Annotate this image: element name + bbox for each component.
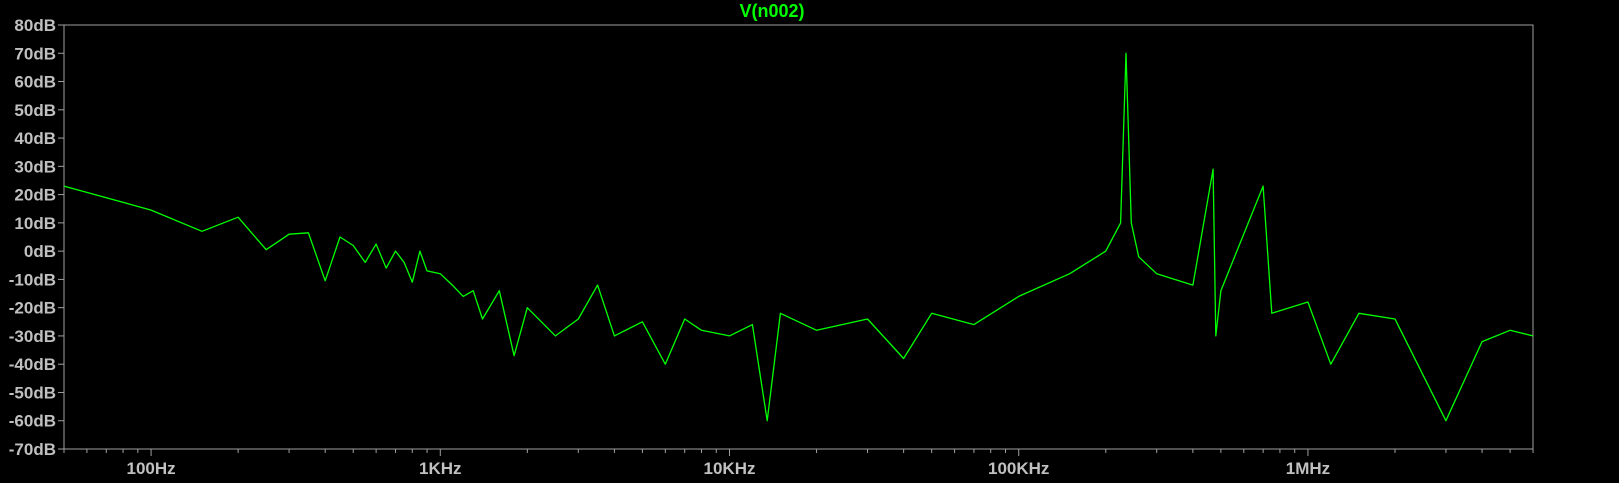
x-axis: 100Hz 1KHz 10KHz 100KHz 1MHz: [63, 449, 1534, 478]
y-tick-label: 70dB: [14, 44, 56, 63]
y-tick-label: -20dB: [9, 299, 56, 318]
chart-title: V(n002): [739, 1, 804, 21]
y-tick-label: -30dB: [9, 327, 56, 346]
y-tick-label: 40dB: [14, 129, 56, 148]
y-tick-label: 0dB: [24, 242, 56, 261]
y-tick-label: 60dB: [14, 73, 56, 92]
series-line: [63, 52, 1534, 422]
y-tick-label: 50dB: [14, 101, 56, 120]
x-tick-label: 100Hz: [126, 459, 175, 478]
x-tick-label: 1MHz: [1286, 459, 1330, 478]
y-tick-label: -60dB: [9, 412, 56, 431]
y-tick-label: -40dB: [9, 355, 56, 374]
x-tick-label: 100KHz: [988, 459, 1049, 478]
y-tick-label: 30dB: [14, 157, 56, 176]
y-axis: 80dB 70dB 60dB 50dB 40dB 30dB 20dB 10dB 0dB -10dB…: [9, 16, 64, 459]
y-tick-label: 80dB: [14, 16, 56, 35]
y-tick-label: 20dB: [14, 186, 56, 205]
x-tick-label: 10KHz: [704, 459, 756, 478]
y-tick-label: -10dB: [9, 270, 56, 289]
plot-area: [63, 52, 1534, 422]
y-tick-label: 10dB: [14, 214, 56, 233]
y-tick-label: -70dB: [9, 440, 56, 459]
plot-frame: [63, 24, 1534, 450]
y-tick-label: -50dB: [9, 383, 56, 402]
x-tick-label: 1KHz: [419, 459, 462, 478]
